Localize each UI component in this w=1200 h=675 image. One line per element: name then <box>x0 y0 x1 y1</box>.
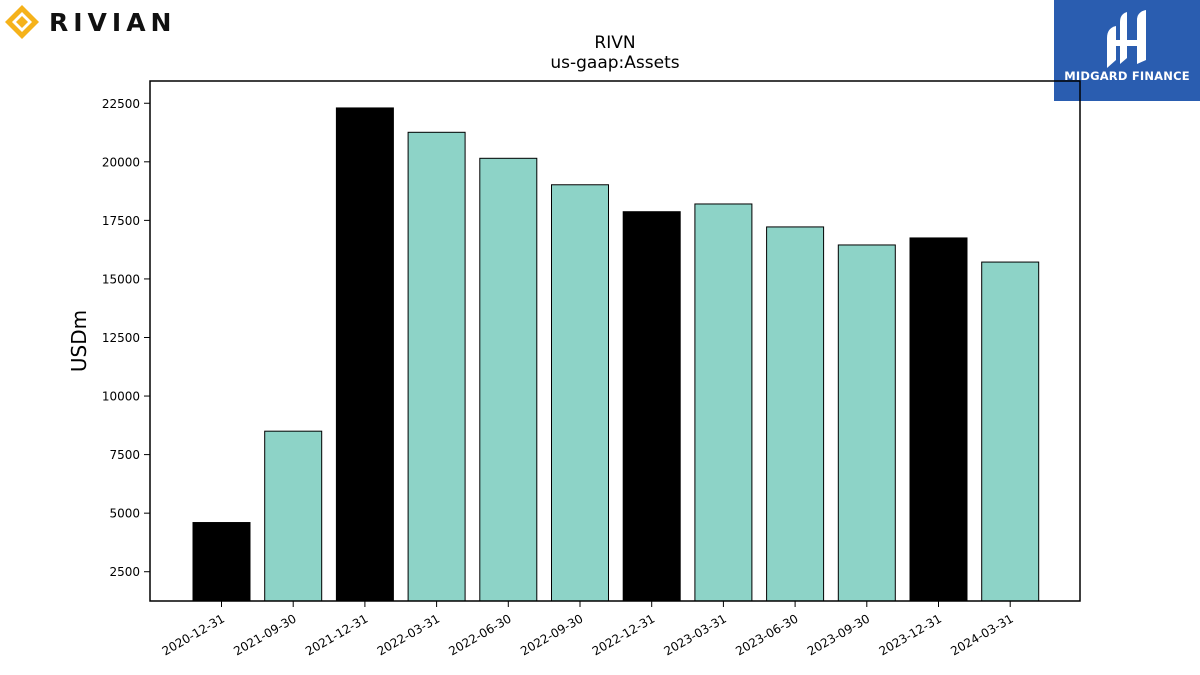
y-tick-label: 5000 <box>109 507 140 521</box>
bar-2023-03-31 <box>694 203 753 602</box>
midgard-emblem-icon <box>1107 10 1146 68</box>
y-tick-label: 17500 <box>102 214 140 228</box>
x-tick-label: 2024-03-31 <box>948 611 1015 658</box>
x-tick-label: 2023-03-31 <box>661 611 728 658</box>
bar-2023-09-30 <box>837 244 896 602</box>
y-tick-label: 10000 <box>102 390 140 404</box>
x-tick-label: 2022-06-30 <box>446 611 513 658</box>
chart-subtitle: us-gaap:Assets <box>550 53 679 73</box>
x-tick-label: 2023-12-31 <box>877 611 944 658</box>
y-axis-label: USDm <box>67 310 91 372</box>
bar-2022-03-31 <box>407 131 466 602</box>
x-tick-label: 2020-12-31 <box>160 611 227 658</box>
bar-2023-12-31 <box>909 237 968 602</box>
bars-group <box>192 107 1040 602</box>
x-tick-label: 2021-12-31 <box>303 611 370 658</box>
y-tick-label: 15000 <box>102 272 140 286</box>
x-ticks-group: 2020-12-31 2021-09-30 2021-12-31 2022-03-31… <box>160 601 1016 658</box>
x-tick-label: 2022-09-30 <box>518 611 585 658</box>
plot-frame <box>149 80 1081 602</box>
bar-2021-12-31 <box>335 107 394 602</box>
bar-2024-03-31 <box>981 261 1040 602</box>
y-ticks-group: 2500 5000 7500 10000 12500 15000 17500 20000 225… <box>102 97 150 579</box>
bar-2022-09-30 <box>551 184 609 602</box>
rivian-diamond-icon <box>5 5 39 39</box>
x-tick-label: 2021-09-30 <box>231 611 298 658</box>
x-tick-label: 2022-12-31 <box>590 611 657 658</box>
bar-2022-06-30 <box>479 157 538 602</box>
bar-2020-12-31 <box>192 522 251 602</box>
bar-2021-09-30 <box>264 430 323 602</box>
y-tick-label: 22500 <box>102 97 140 111</box>
rivian-logo: RIVIAN <box>4 4 176 40</box>
y-tick-label: 20000 <box>102 155 140 169</box>
bar-2022-12-31 <box>622 211 681 602</box>
y-tick-label: 7500 <box>109 448 140 462</box>
midgard-finance-wordmark: MIDGARD FINANCE <box>1064 69 1190 83</box>
x-tick-label: 2022-03-31 <box>375 611 442 658</box>
bar-2023-06-30 <box>766 226 825 602</box>
y-tick-label: 12500 <box>102 331 140 345</box>
chart-title: RIVN <box>594 33 635 53</box>
midgard-finance-logo: MIDGARD FINANCE <box>1054 0 1200 101</box>
rivian-wordmark: RIVIAN <box>49 7 177 37</box>
x-tick-label: 2023-06-30 <box>733 611 800 658</box>
y-tick-label: 2500 <box>109 565 140 579</box>
x-tick-label: 2023-09-30 <box>805 611 872 658</box>
